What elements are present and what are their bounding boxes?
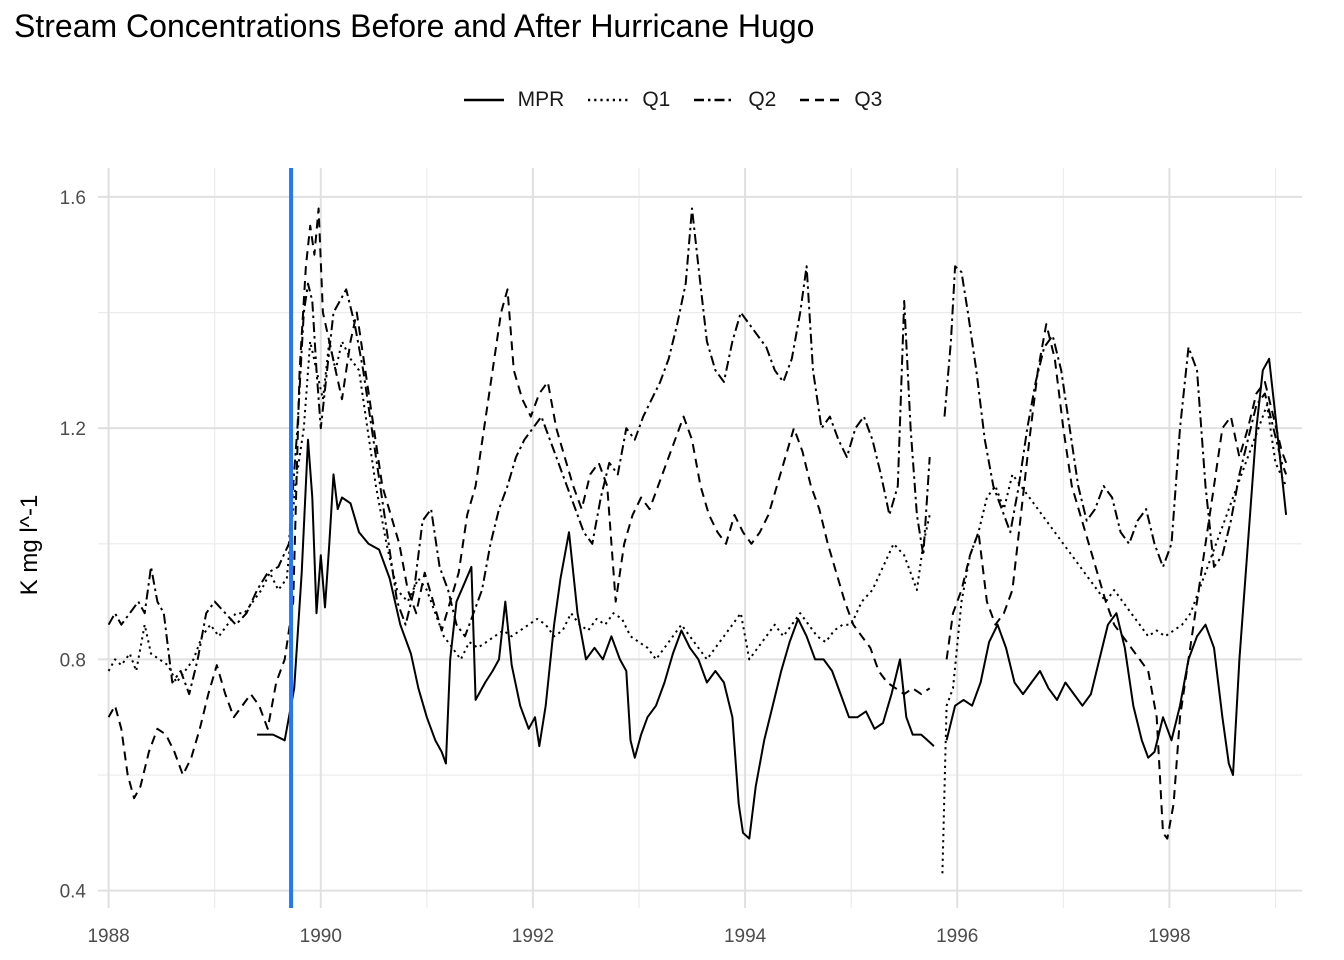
legend-label-mpr: MPR xyxy=(517,88,565,111)
x-tick-label: 1992 xyxy=(512,926,554,947)
y-tick-label: 0.4 xyxy=(60,882,87,903)
x-tick-label: 1994 xyxy=(724,926,767,947)
y-tick-label: 0.8 xyxy=(60,650,86,671)
legend-item-q3: Q3 xyxy=(798,88,882,112)
gridlines xyxy=(98,168,1302,908)
series-line-q2 xyxy=(107,207,1288,696)
tick-labels: 1988 1990 1992 1994 1996 1998 0.4 0.8 1.2 1.6 xyxy=(60,188,1191,947)
y-tick-label: 1.6 xyxy=(60,188,86,209)
series-line-q3 xyxy=(107,207,1288,840)
legend-item-q2: Q2 xyxy=(692,88,776,112)
legend: MPR Q1 Q2 Q3 xyxy=(0,80,1344,120)
x-tick-label: 1998 xyxy=(1148,926,1190,947)
chart-title: Stream Concentrations Before and After H… xyxy=(14,8,815,44)
y-tick-label: 1.2 xyxy=(60,419,86,440)
legend-key-q1 xyxy=(588,98,629,102)
x-tick-label: 1988 xyxy=(87,926,129,947)
x-tick-label: 1990 xyxy=(300,926,342,947)
legend-item-mpr: MPR xyxy=(462,88,565,112)
legend-key-q3 xyxy=(800,98,841,102)
legend-label-q1: Q1 xyxy=(642,88,671,111)
legend-key-mpr xyxy=(463,98,504,102)
legend-label-q3: Q3 xyxy=(854,88,883,111)
legend-label-q2: Q2 xyxy=(748,88,777,111)
series-line-mpr xyxy=(257,357,1288,840)
x-tick-label: 1996 xyxy=(936,926,978,947)
series-line-q1 xyxy=(107,340,1288,874)
series-lines xyxy=(107,207,1288,874)
legend-item-q1: Q1 xyxy=(586,88,670,112)
legend-key-q2 xyxy=(694,98,735,102)
